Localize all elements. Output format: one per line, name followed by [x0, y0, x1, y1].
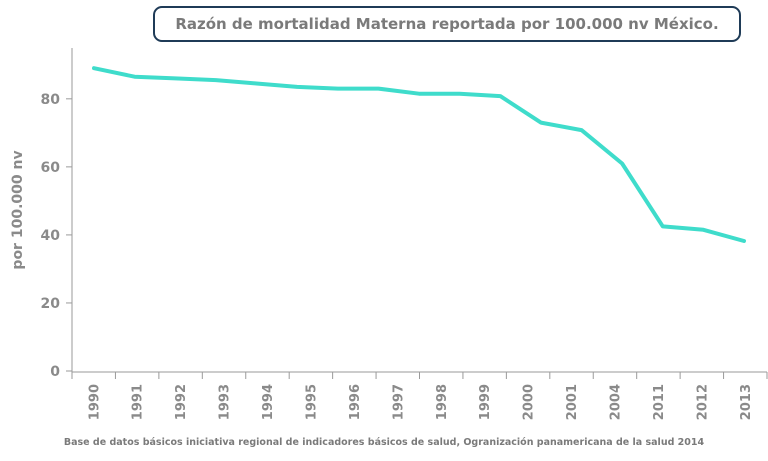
x-tick-label: 1990 — [87, 384, 102, 420]
y-axis-label: por 100.000 nv — [10, 150, 26, 270]
x-tick-label: 1995 — [304, 384, 319, 420]
x-tick-label: 1997 — [391, 384, 406, 420]
x-tick-label: 1999 — [478, 384, 493, 420]
x-tick-label: 1992 — [174, 384, 189, 420]
y-tick-label: 20 — [41, 296, 61, 312]
x-tick-label: 2001 — [565, 384, 580, 420]
y-tick-label: 60 — [41, 160, 61, 176]
x-tick-label: 1998 — [435, 384, 450, 420]
chart-title: Razón de mortalidad Materna reportada po… — [175, 15, 719, 33]
source-note: Base de datos básicos iniciativa regiona… — [63, 437, 705, 448]
series-line — [92, 66, 746, 243]
x-tick-label: 2011 — [652, 384, 667, 420]
x-tick-label: 1993 — [218, 384, 233, 420]
chart-title-box: Razón de mortalidad Materna reportada po… — [153, 6, 741, 42]
x-tick-label: 1994 — [261, 384, 276, 420]
x-tick-label: 2013 — [739, 384, 754, 420]
x-tick-label: 2012 — [695, 384, 710, 420]
y-tick-label: 80 — [41, 92, 61, 108]
x-tick-label: 1996 — [348, 384, 363, 420]
y-tick-label: 0 — [50, 364, 60, 380]
x-tick-label: 2000 — [522, 384, 537, 420]
x-tick-label: 2004 — [609, 384, 624, 420]
y-tick-label: 40 — [41, 228, 61, 244]
x-tick-label: 1991 — [131, 384, 146, 420]
